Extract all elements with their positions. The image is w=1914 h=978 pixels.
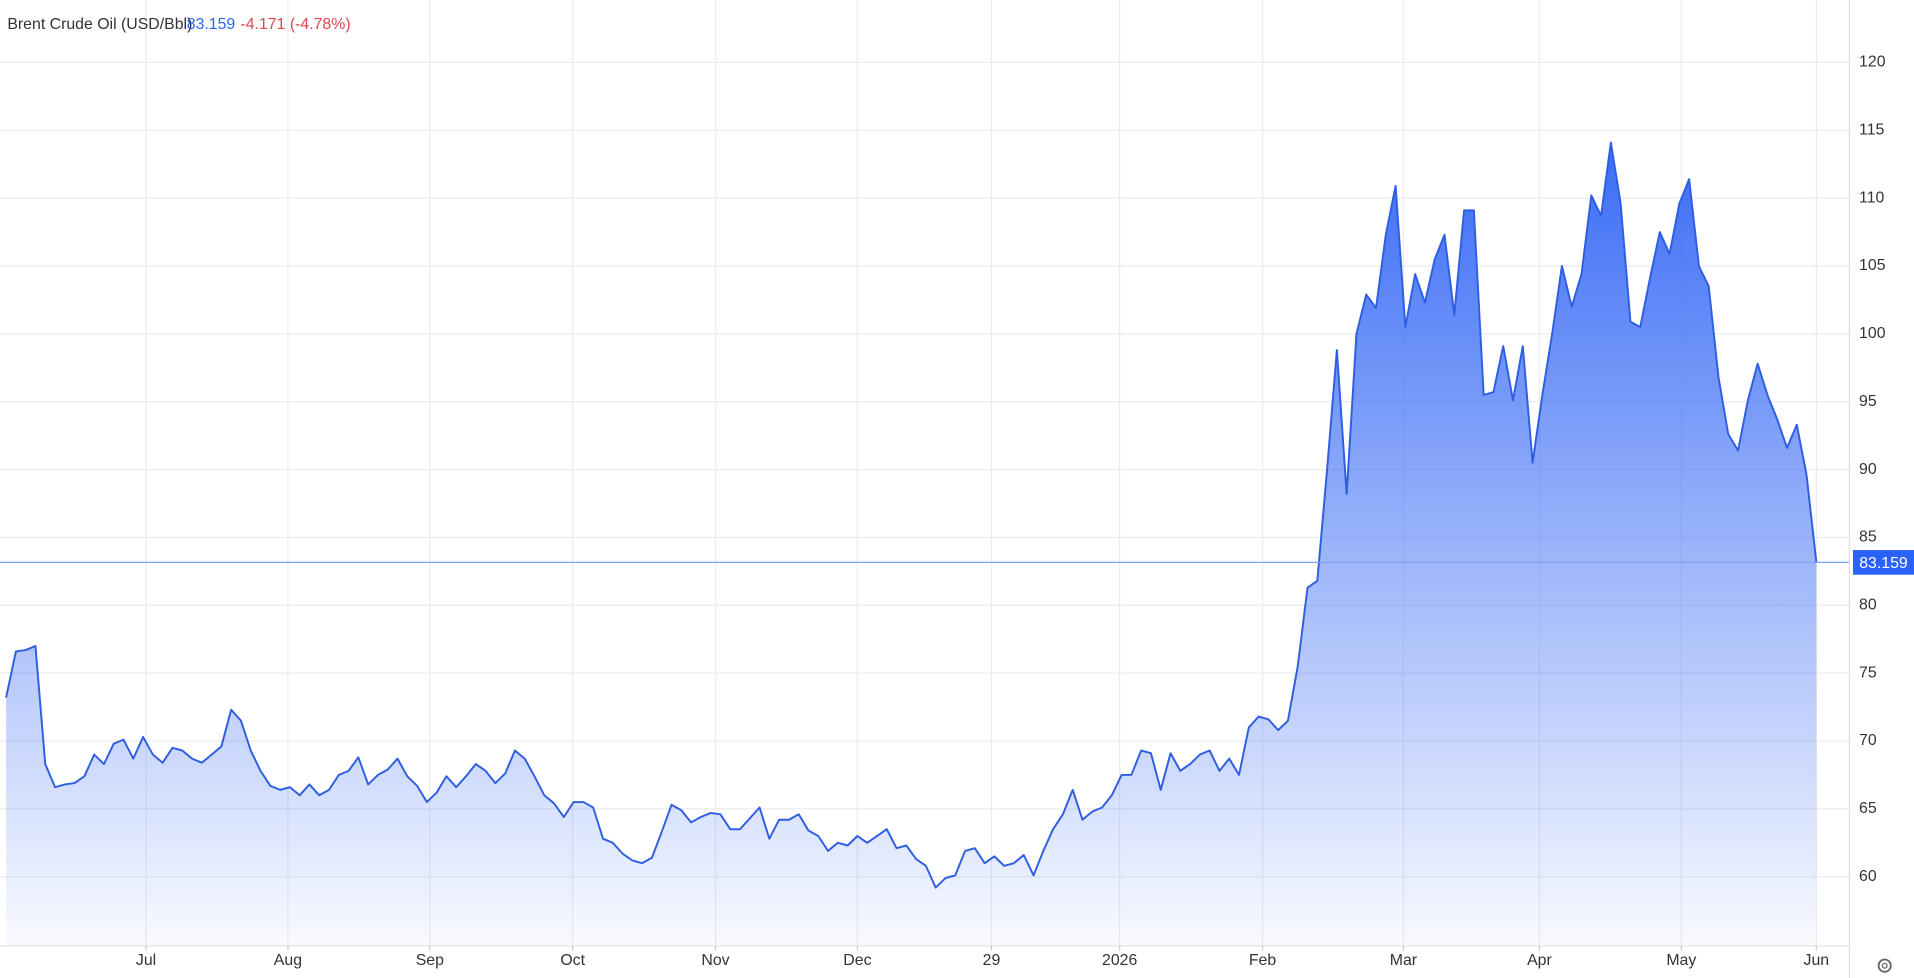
- x-tick-label: Jun: [1804, 952, 1830, 969]
- header-price: 83.159: [187, 16, 236, 33]
- x-tick-label: May: [1666, 952, 1696, 969]
- y-tick-label: 90: [1859, 461, 1877, 478]
- y-tick-label: 60: [1859, 868, 1877, 885]
- y-tick-label: 75: [1859, 664, 1877, 681]
- y-tick-label: 80: [1859, 596, 1877, 613]
- y-tick-label: 120: [1859, 54, 1886, 71]
- y-tick-label: 105: [1859, 257, 1886, 274]
- x-tick-label: Sep: [416, 952, 444, 969]
- x-tick-label: Aug: [274, 952, 302, 969]
- x-tick-label: Apr: [1527, 952, 1552, 969]
- price-line: [5, 141, 1818, 889]
- plot: [0, 141, 1850, 946]
- y-tick-label: 100: [1859, 325, 1886, 342]
- y-tick-label: 110: [1859, 189, 1884, 206]
- gear-hub: [1881, 962, 1888, 969]
- x-tick-label: Oct: [560, 952, 585, 969]
- area-fill: [6, 142, 1817, 946]
- x-tick-label: Dec: [843, 952, 871, 969]
- gear: [1877, 958, 1892, 973]
- y-tick-label: 115: [1859, 121, 1884, 138]
- x-tick-label: 29: [983, 952, 1001, 969]
- y-tick-label: 70: [1859, 732, 1877, 749]
- x-tick-label: Mar: [1390, 952, 1418, 969]
- y-tick-label: 95: [1859, 393, 1877, 410]
- x-tick-label: Nov: [701, 952, 729, 969]
- y-tick-label: 85: [1859, 529, 1877, 546]
- last-price-tag: [1852, 550, 1914, 575]
- chart-title: Brent Crude Oil (USD/Bbl): [7, 16, 192, 33]
- x-tick-label: 2026: [1102, 952, 1137, 969]
- x-tick-label: Jul: [136, 952, 156, 969]
- last-price-label: 83.159: [1859, 555, 1908, 572]
- x-tick-label: Feb: [1249, 952, 1276, 969]
- header-change: -4.171 (-4.78%): [240, 16, 350, 33]
- y-tick-label: 65: [1859, 800, 1877, 817]
- settings-icon[interactable]: [1877, 958, 1892, 973]
